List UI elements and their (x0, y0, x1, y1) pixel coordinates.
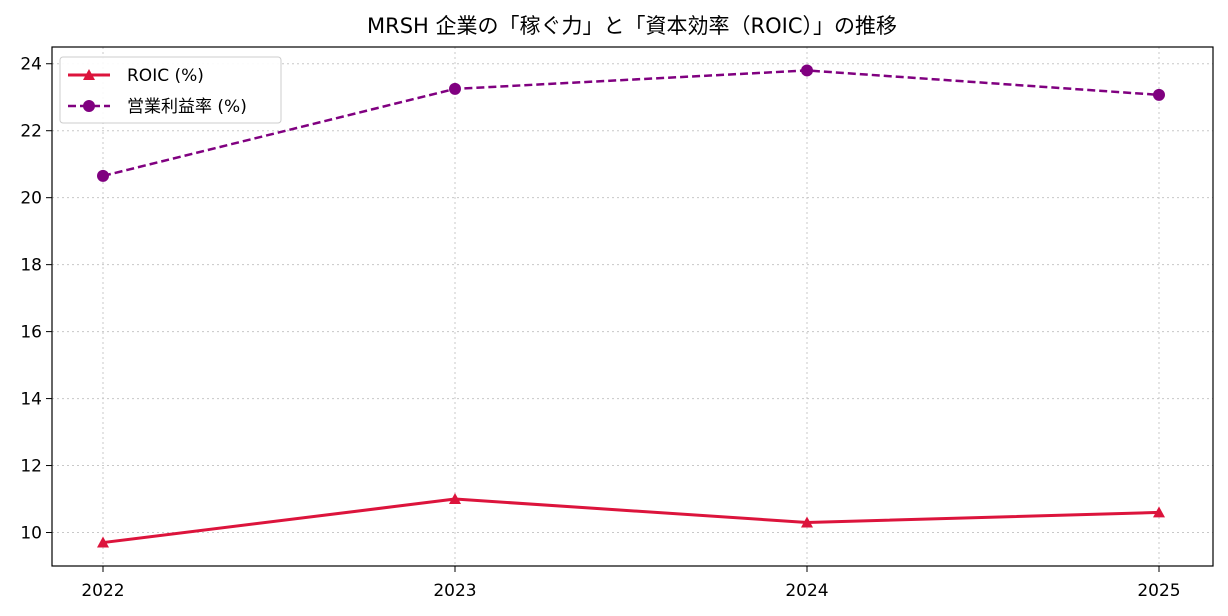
data-point-marker (1153, 88, 1165, 101)
legend-box (59, 56, 282, 124)
legend-label-operating-margin: 営業利益率 (%) (127, 97, 247, 117)
y-tick-label: 20 (20, 189, 42, 209)
chart-title: MRSH 企業の「稼ぐ力」と「資本効率（ROIC）」の推移 (367, 14, 897, 38)
legend-label-roic: ROIC (%) (127, 66, 204, 86)
y-tick-label: 18 (20, 256, 42, 276)
data-point-marker (801, 64, 813, 77)
data-point-marker (1153, 506, 1165, 518)
y-tick-label: 14 (20, 390, 42, 410)
y-tick-label: 22 (20, 122, 42, 142)
data-point-marker (97, 169, 109, 182)
y-tick-label: 10 (20, 524, 42, 544)
grid-lines (52, 47, 1213, 566)
data-point-marker (801, 516, 813, 528)
y-tick-label: 12 (20, 457, 42, 477)
legend-item-operating-margin: 営業利益率 (%) (68, 97, 247, 117)
data-point-marker (97, 536, 109, 548)
x-tick-label: 2023 (433, 581, 476, 601)
legend: ROIC (%) 営業利益率 (%) (59, 56, 282, 124)
legend-marker-roic (83, 69, 95, 80)
legend-item-roic: ROIC (%) (68, 66, 204, 86)
data-point-marker (449, 493, 461, 505)
series-layer (97, 64, 1165, 548)
x-tick-label: 2024 (785, 581, 828, 601)
y-tick-label: 24 (20, 55, 42, 75)
x-tick-label: 2025 (1137, 581, 1180, 601)
data-point-marker (449, 82, 461, 95)
series-line-0 (102, 497, 1160, 545)
y-tick-label: 16 (20, 323, 42, 343)
plot-frame (51, 46, 1214, 567)
x-tick-label: 2022 (81, 581, 124, 601)
legend-marker-operating-margin (83, 100, 95, 112)
series-line-1 (102, 69, 1160, 178)
